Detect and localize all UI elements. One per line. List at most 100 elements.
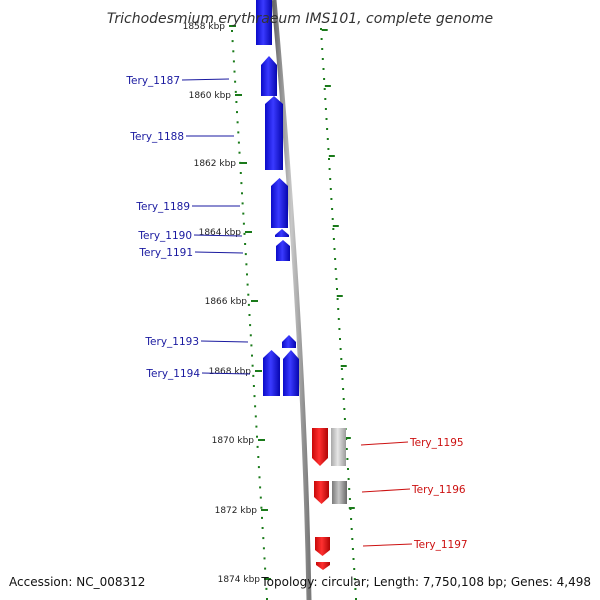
inner-ring-dot	[236, 111, 238, 114]
gene-leader-tery-1197	[362, 543, 413, 547]
inner-ring-dot	[261, 527, 264, 529]
gene-arrow-tery-1197	[315, 537, 330, 556]
gene-label-tery-1196[interactable]: Tery_1196	[411, 484, 466, 496]
scale-tick-label: 1866 kbp	[205, 297, 248, 307]
gene-label-tery-1197[interactable]: Tery_1197	[413, 539, 468, 551]
inner-ring-dot	[250, 344, 253, 347]
scale-tick	[255, 370, 262, 372]
gene-arrow-tery-1191	[276, 240, 290, 261]
genome-backbone	[271, 0, 312, 600]
outer-ring-dot	[353, 568, 356, 570]
gene-label-tery-1195[interactable]: Tery_1195	[409, 437, 464, 449]
scale-tick-label: 1874 kbp	[218, 575, 261, 585]
inner-ring-dot	[242, 212, 245, 215]
inner-ring-dot	[243, 232, 246, 235]
summary-text: Topology: circular; Length: 7,750,108 bp…	[260, 575, 591, 589]
outer-ring-dot	[331, 218, 334, 220]
gene-leader-tery-1191	[194, 251, 244, 254]
outer-ring-dot	[347, 468, 349, 470]
outer-ring-dot	[329, 178, 332, 180]
outer-ring-dot	[324, 98, 327, 100]
gene-arrow-tery-1194	[263, 350, 280, 396]
outer-ring-dot	[339, 348, 342, 350]
outer-ring-dot	[325, 118, 328, 120]
inner-ring-dot	[241, 202, 244, 205]
gene-label-tery-1190[interactable]: Tery_1190	[137, 230, 192, 242]
scale-tick-label: 1860 kbp	[189, 91, 232, 101]
gene-arrow-tery-1193	[282, 335, 296, 348]
scale-tick	[261, 509, 268, 511]
outer-ring-dot	[326, 138, 329, 140]
scale-tick	[264, 578, 271, 580]
outer-ring-dot	[332, 238, 335, 240]
outer-ring-dot	[337, 308, 340, 310]
inner-ring-dot	[246, 273, 248, 276]
inner-ring-dot	[248, 314, 251, 316]
gene-label-tery-1194[interactable]: Tery_1194	[145, 368, 200, 380]
outer-ring-dot	[351, 538, 354, 540]
inner-ring-dot	[237, 131, 240, 134]
outer-ring-dot	[352, 558, 355, 560]
outer-tick	[321, 29, 328, 31]
scale-tick-label: 1868 kbp	[209, 367, 252, 377]
inner-ring-dot	[261, 516, 263, 519]
inner-ring-dot	[232, 50, 235, 53]
inner-ring-dot	[265, 587, 268, 590]
gene-leader-tery-1194	[201, 372, 251, 375]
inner-ring-dot	[264, 567, 267, 570]
scale-tick	[245, 231, 252, 233]
outer-ring-dot	[327, 148, 330, 150]
inner-ring-dot	[252, 374, 255, 377]
pseudo-feature-1196	[332, 481, 347, 504]
gene-arrow-bottom	[316, 562, 330, 570]
inner-ring-dot	[242, 222, 245, 225]
outer-ring-dot	[320, 28, 322, 30]
inner-ring-dot	[239, 172, 242, 174]
inner-ring-dot	[256, 435, 258, 438]
inner-ring-dot	[249, 324, 252, 327]
outer-ring-dot	[350, 518, 353, 520]
inner-ring-dot	[247, 293, 250, 296]
inner-ring-dot	[240, 182, 243, 185]
inner-ring-dot	[252, 385, 255, 387]
inner-ring-dot	[251, 364, 254, 367]
outer-ring-dot	[345, 448, 348, 450]
pseudo-feature-1195	[331, 428, 346, 466]
outer-ring-dot	[320, 38, 323, 40]
inner-ring-dot	[241, 192, 243, 195]
gene-leader-tery-1193	[200, 340, 249, 343]
gene-labels: Tery_1187 Tery_1188 Tery_1189 Tery_1190 Tery…	[125, 75, 467, 551]
gene-features	[256, 0, 347, 570]
outer-tick	[332, 225, 339, 227]
gene-label-tery-1193[interactable]: Tery_1193	[144, 336, 199, 348]
inner-ring-dot	[251, 354, 253, 357]
gene-arrow-tery-1194b	[283, 350, 299, 396]
inner-ring-dot	[246, 283, 249, 286]
inner-ring-dot	[234, 80, 237, 83]
inner-ring-dot	[245, 263, 248, 266]
inner-ring-dot	[253, 395, 256, 398]
outer-ring-dot	[324, 108, 327, 110]
outer-ring-dot	[341, 378, 344, 380]
gene-arrow-tery-1188	[265, 96, 283, 170]
scale-tick-label: 1858 kbp	[183, 22, 226, 32]
inner-ring-dot	[257, 456, 260, 458]
outer-ring-dot	[350, 528, 353, 530]
inner-ring-dot	[236, 121, 239, 124]
outer-ring-dot	[326, 128, 329, 130]
gene-label-tery-1189[interactable]: Tery_1189	[135, 201, 190, 213]
gene-label-tery-1188[interactable]: Tery_1188	[129, 131, 184, 143]
map-title: Trichodesmium erythraeum IMS101, complet…	[107, 11, 493, 27]
scale-tick-label: 1864 kbp	[199, 228, 242, 238]
inner-ring-dot	[249, 334, 252, 337]
outer-tick	[348, 507, 355, 509]
accession-text: Accession: NC_008312	[9, 575, 145, 589]
outer-ring-dot	[329, 188, 332, 190]
inner-ring-dot	[244, 243, 247, 245]
outer-ring-dot	[347, 478, 350, 480]
outer-ring-dot	[348, 488, 351, 490]
inner-ring-dot	[262, 537, 265, 540]
gene-label-tery-1191[interactable]: Tery_1191	[138, 247, 193, 259]
gene-label-tery-1187[interactable]: Tery_1187	[125, 75, 180, 87]
scale-tick-label: 1872 kbp	[215, 506, 258, 516]
